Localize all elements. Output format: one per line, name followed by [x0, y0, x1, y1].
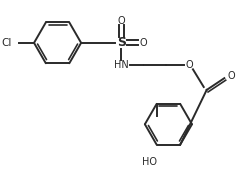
- Text: O: O: [139, 38, 147, 48]
- Text: O: O: [118, 16, 125, 26]
- Text: HO: HO: [142, 157, 157, 167]
- Text: O: O: [185, 60, 193, 70]
- Text: Cl: Cl: [1, 38, 12, 48]
- Text: HN: HN: [114, 60, 129, 70]
- Text: S: S: [117, 36, 126, 49]
- Text: O: O: [227, 71, 235, 81]
